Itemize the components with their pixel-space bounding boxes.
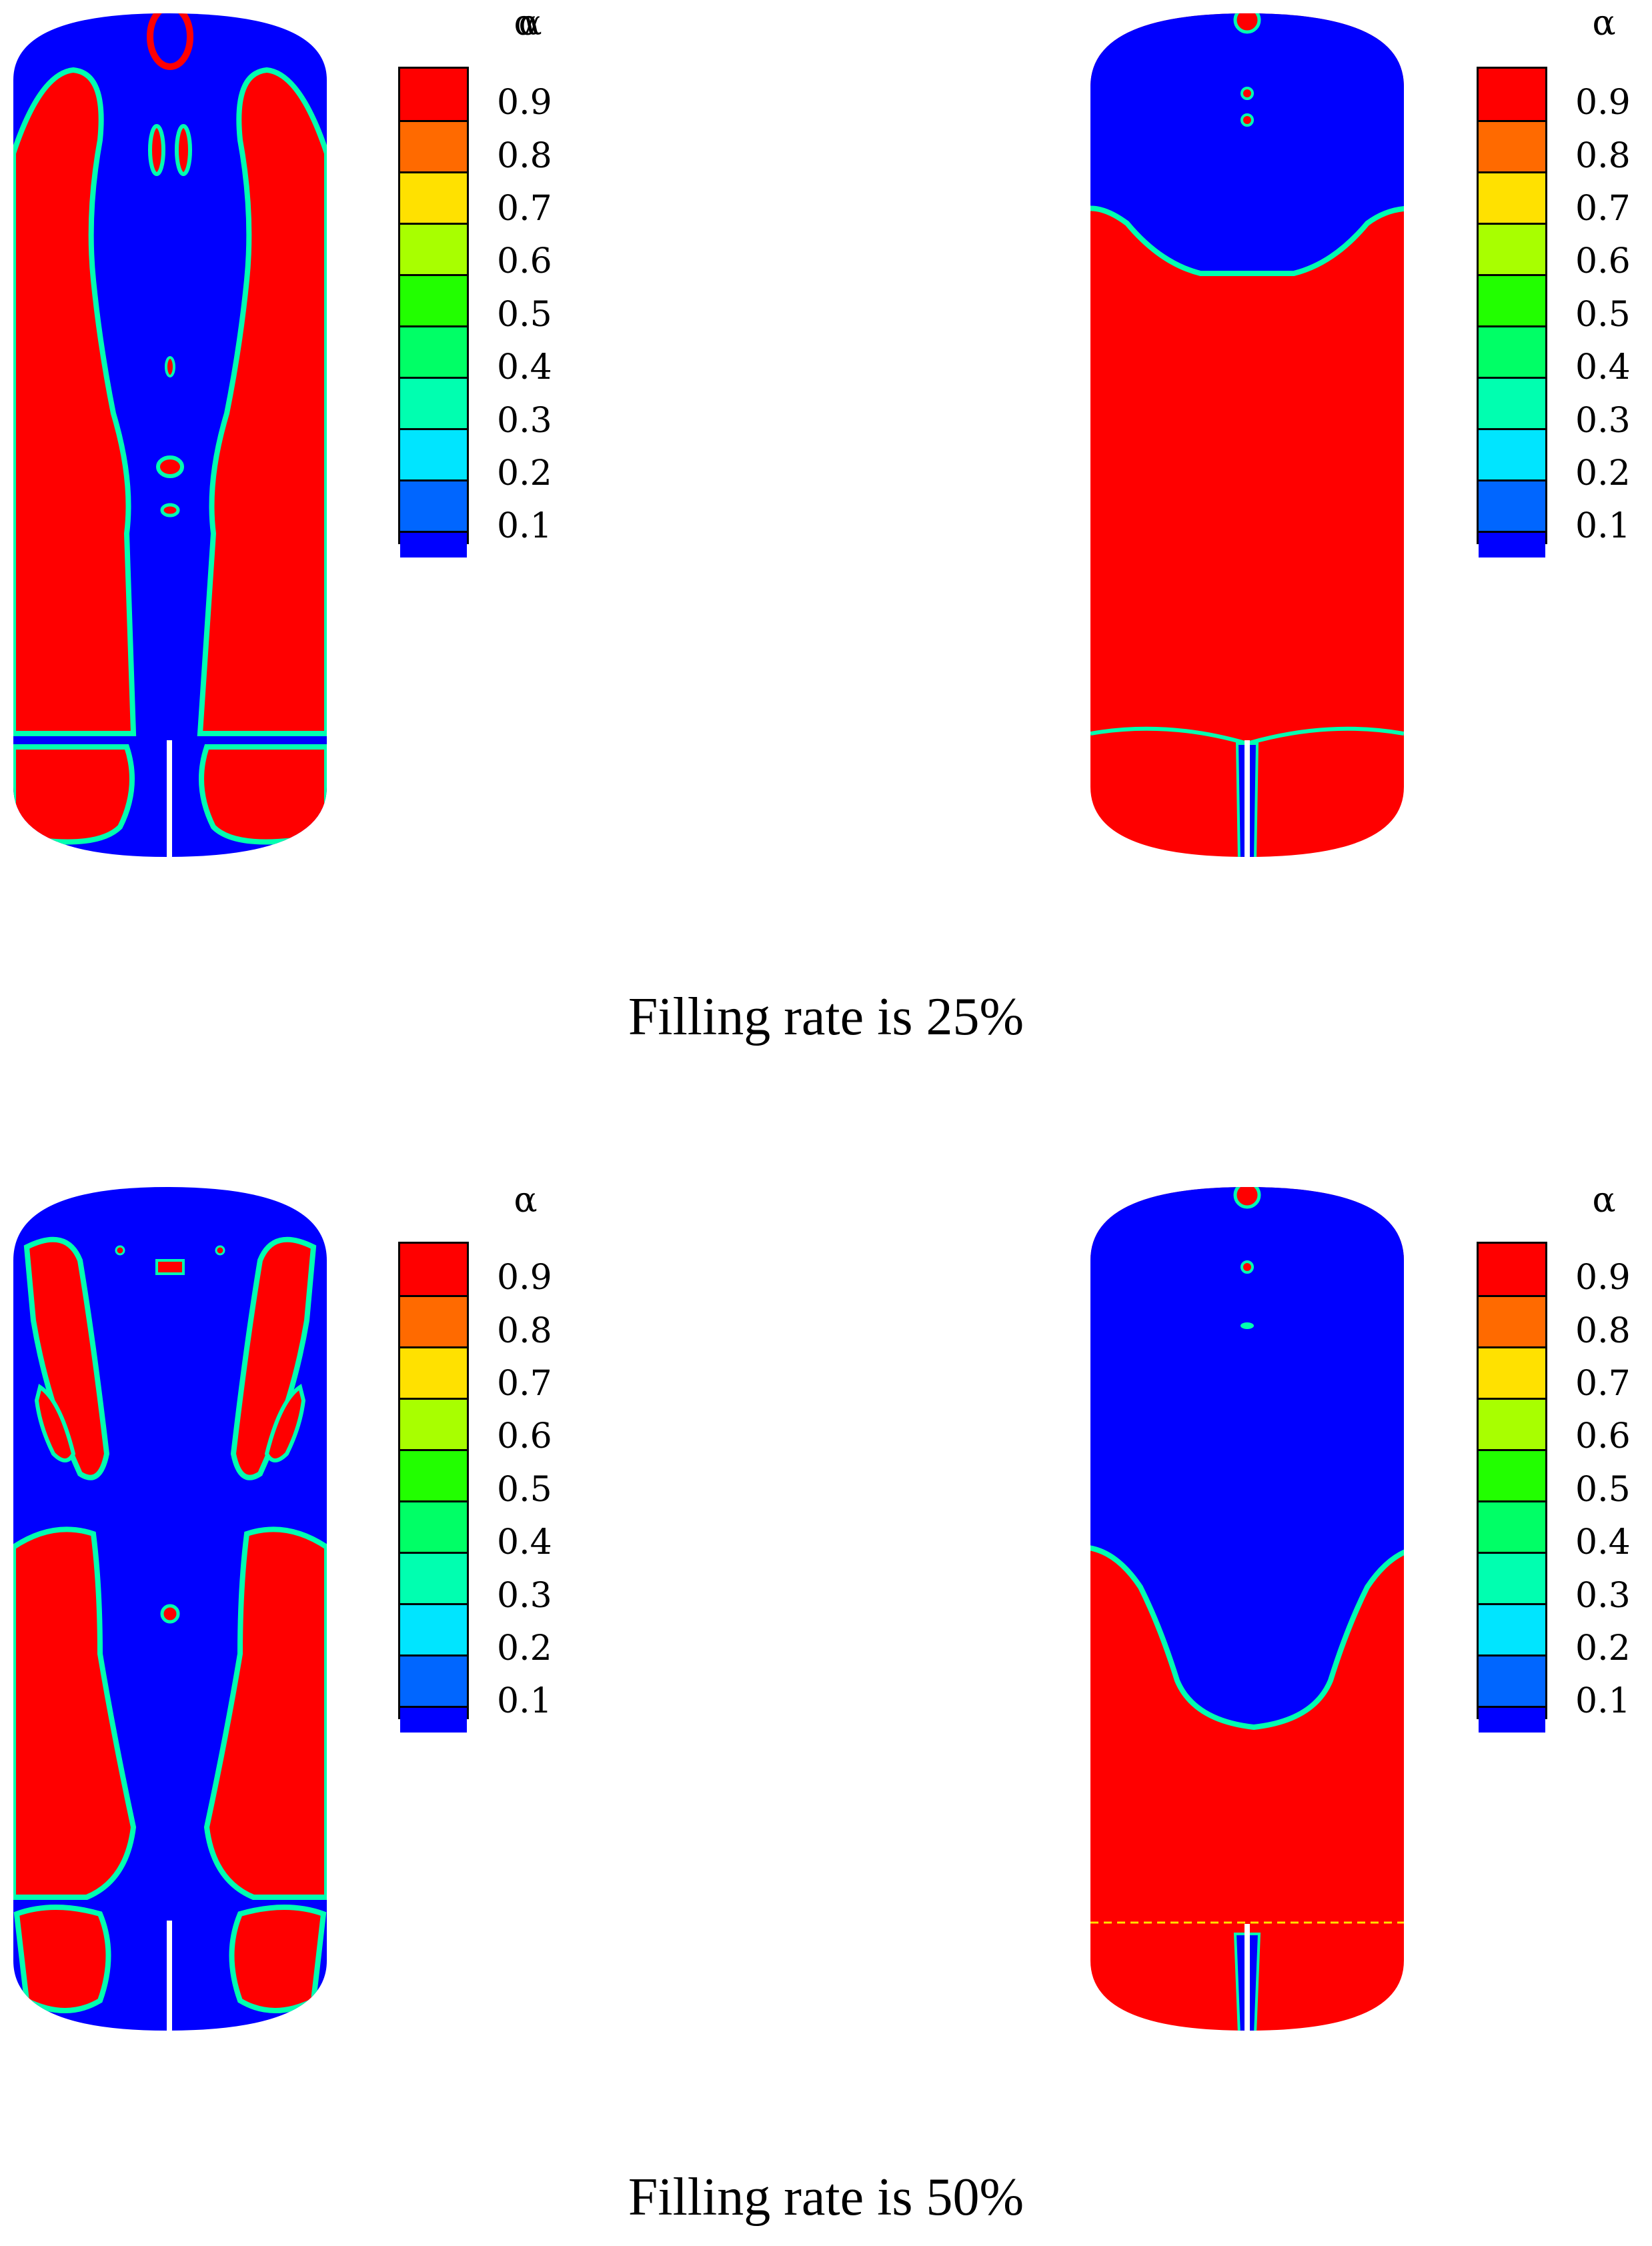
legend-2-symbol: α	[1592, 3, 1616, 43]
legend-label: 0.3	[1575, 1576, 1631, 1616]
legend-label: 0.8	[1575, 136, 1631, 176]
tank-contour-25-left	[13, 13, 327, 857]
legend-label: 0.1	[497, 1681, 552, 1721]
legend-label: 0.5	[1575, 1470, 1631, 1510]
legend-label: 0.8	[1575, 1311, 1631, 1351]
legend-1-colorbar	[398, 67, 469, 557]
caption-50: Filling rate is 50%	[628, 2168, 1024, 2227]
legend-label: 0.3	[1575, 401, 1631, 441]
legend-label: 0.4	[1575, 1522, 1631, 1562]
legend-label: 0.9	[497, 1258, 552, 1298]
tank-contour-50-left	[13, 1187, 327, 2031]
legend-label: 0.2	[1575, 1628, 1631, 1668]
legend-label: 0.5	[497, 295, 552, 335]
legend-1-symbol: α	[514, 3, 538, 43]
legend-label: 0.8	[497, 136, 552, 176]
legend-label: 0.5	[1575, 295, 1631, 335]
legend-4-symbol: α	[1592, 1180, 1616, 1220]
legend-label: 0.7	[1575, 189, 1631, 229]
contour-panel-50-left	[0, 1174, 600, 2041]
legend-label: 0.4	[1575, 347, 1631, 387]
legend-label: 0.1	[1575, 1681, 1631, 1721]
legend-label: 0.6	[497, 1416, 552, 1456]
legend-3-symbol: α	[514, 1180, 538, 1220]
contour-panel-50-right	[1080, 1174, 1652, 2041]
legend-label: 0.6	[1575, 241, 1631, 281]
tank-contour-50-right	[1090, 1187, 1404, 2031]
legend-label: 0.4	[497, 1522, 552, 1562]
legend-label: 0.3	[497, 401, 552, 441]
legend-2-colorbar	[1477, 67, 1547, 557]
caption-25: Filling rate is 25%	[628, 988, 1024, 1046]
legend-label: 0.2	[1575, 453, 1631, 493]
contour-panel-25-left: α	[0, 0, 600, 867]
legend-label: 0.9	[497, 83, 552, 123]
legend-label: 0.7	[497, 189, 552, 229]
legend-label: 0.6	[497, 241, 552, 281]
legend-label: 0.7	[497, 1364, 552, 1404]
legend-label: 0.8	[497, 1311, 552, 1351]
legend-label: 0.5	[497, 1470, 552, 1510]
contour-panel-25-right	[1080, 0, 1652, 867]
legend-label: 0.4	[497, 347, 552, 387]
legend-label: 0.6	[1575, 1416, 1631, 1456]
legend-symbol: α	[518, 3, 542, 43]
legend-label: 0.3	[497, 1576, 552, 1616]
legend-label: 0.2	[497, 453, 552, 493]
legend-label: 0.9	[1575, 1258, 1631, 1298]
legend-label: 0.7	[1575, 1364, 1631, 1404]
legend-4-colorbar	[1477, 1242, 1547, 1733]
legend-label: 0.9	[1575, 83, 1631, 123]
legend-3-colorbar	[398, 1242, 469, 1733]
legend-label: 0.1	[497, 506, 552, 546]
legend-label: 0.1	[1575, 506, 1631, 546]
tank-contour-25-right	[1090, 13, 1404, 857]
legend-label: 0.2	[497, 1628, 552, 1668]
